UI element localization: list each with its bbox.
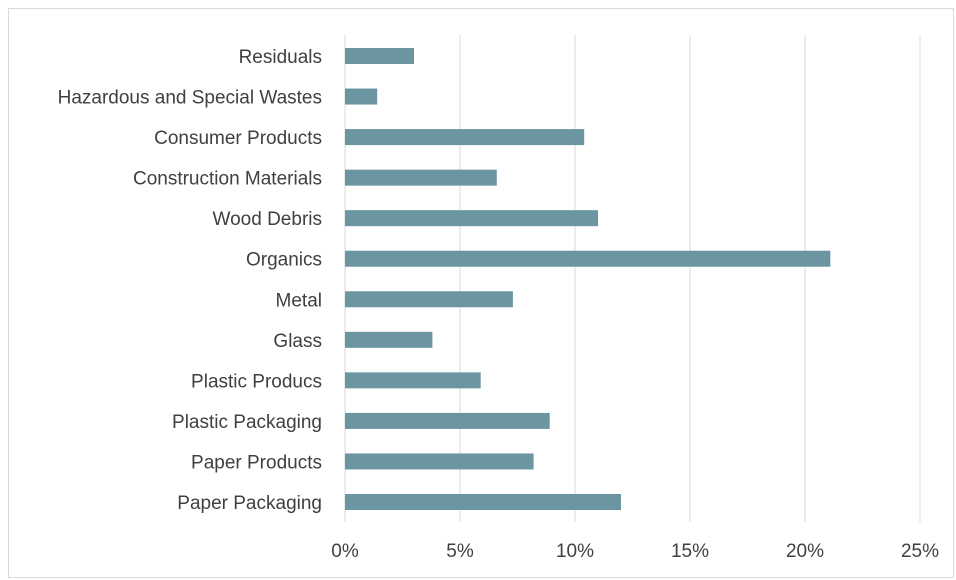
bar-metal <box>345 291 513 308</box>
bar-paper-products <box>345 453 534 470</box>
x-tick-labels: 0% 5% 10% 15% 20% 25% <box>331 541 939 562</box>
bar-paper-packaging <box>345 494 621 510</box>
bar-plastic-producs <box>345 372 481 389</box>
bar-wood-debris <box>345 210 598 227</box>
x-tick-label: 5% <box>446 541 474 562</box>
category-label: Organics <box>246 250 322 271</box>
grid-layer <box>344 35 921 522</box>
bar-glass <box>345 331 433 348</box>
bar-construction-materials <box>345 169 497 186</box>
category-label: Wood Debris <box>213 209 322 230</box>
x-tick-label: 20% <box>786 541 824 562</box>
x-tick-label: 0% <box>331 541 359 562</box>
category-label: Plastic Producs <box>191 371 322 392</box>
category-label: Residuals <box>239 47 322 68</box>
x-tick-label: 25% <box>901 541 939 562</box>
x-tick-label: 10% <box>556 541 594 562</box>
category-labels: Residuals Hazardous and Special Wastes Con… <box>58 47 322 514</box>
category-label: Metal <box>276 290 322 311</box>
category-label: Paper Products <box>191 452 322 473</box>
bar-residuals <box>345 48 414 64</box>
bar-plastic-packaging <box>345 412 550 429</box>
category-label: Construction Materials <box>133 169 322 190</box>
category-label: Consumer Products <box>154 128 322 149</box>
category-label: Glass <box>273 331 322 352</box>
bar-organics <box>345 250 831 267</box>
bar-hazardous-and-special-wastes <box>345 88 378 105</box>
bar-layer <box>345 48 831 510</box>
category-label: Plastic Packaging <box>172 412 322 433</box>
x-tick-label: 15% <box>671 541 709 562</box>
category-label: Hazardous and Special Wastes <box>58 88 322 109</box>
category-label: Paper Packaging <box>177 493 322 514</box>
bar-consumer-products <box>345 129 585 146</box>
